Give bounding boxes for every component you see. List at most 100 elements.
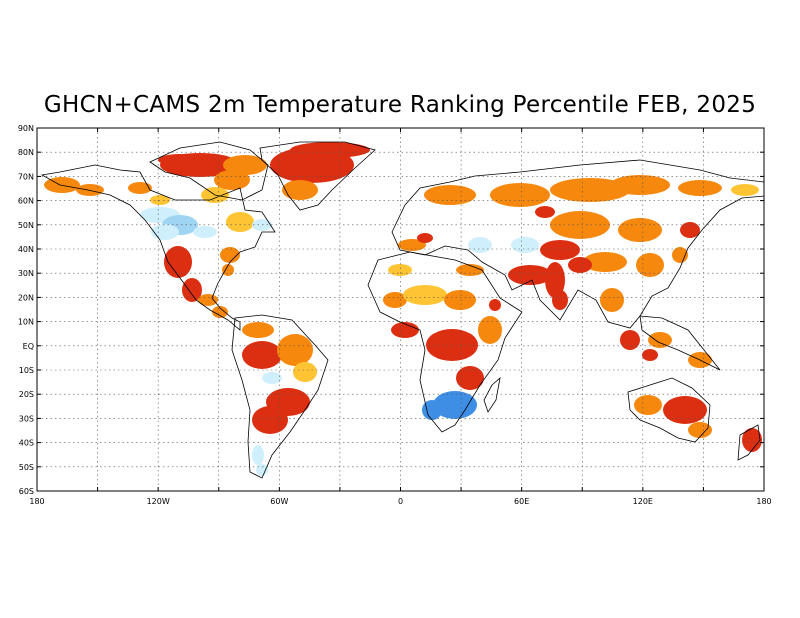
- anomaly-patch: [456, 366, 484, 390]
- anomaly-patch: [610, 175, 670, 195]
- lon-label: 180: [756, 497, 771, 506]
- anomaly-patch: [277, 334, 313, 366]
- lat-label: 20N: [18, 293, 34, 302]
- lon-label: 180: [29, 497, 44, 506]
- grid-lines: [37, 128, 764, 491]
- anomaly-patch: [256, 464, 268, 476]
- anomaly-patch: [583, 252, 627, 272]
- lat-label: 50S: [19, 463, 34, 472]
- anomaly-patch: [193, 226, 217, 238]
- anomaly-patch: [151, 224, 179, 240]
- longitude-labels: 180 120W 60W 0 60E 120E 180: [29, 497, 771, 506]
- anomaly-patch: [220, 247, 240, 263]
- new-zealand-coastline: [737, 424, 761, 461]
- anomaly-patch: [252, 445, 264, 465]
- anomaly-patch: [545, 262, 565, 298]
- anomaly-patch: [182, 278, 202, 302]
- anomaly-patch: [648, 332, 672, 348]
- anomaly-patch: [489, 299, 501, 311]
- anomaly-patch: [424, 185, 476, 205]
- anomaly-patch: [417, 233, 433, 243]
- anomaly-patch: [293, 362, 317, 382]
- lon-label: 60W: [270, 497, 288, 506]
- lat-label: EQ: [23, 342, 34, 351]
- lon-label: 60E: [514, 497, 529, 506]
- anomaly-patch: [552, 290, 568, 310]
- arctic-islands-coastline: [149, 141, 269, 201]
- anomaly-patch: [262, 372, 282, 384]
- australia-coastline: [627, 377, 711, 443]
- anomaly-patch: [568, 257, 592, 273]
- anomaly-patch: [634, 395, 662, 415]
- anomaly-patch: [678, 180, 722, 196]
- anomaly-patch: [433, 391, 477, 419]
- madagascar-coastline: [483, 376, 501, 413]
- map-title: GHCN+CAMS 2m Temperature Ranking Percent…: [43, 92, 757, 118]
- north-america-base: [42, 165, 275, 330]
- anomaly-patch: [511, 237, 539, 253]
- anomaly-patch: [490, 183, 550, 207]
- anomaly-patch: [214, 170, 250, 190]
- land-layer: [40, 141, 764, 479]
- anomaly-patch: [164, 246, 192, 278]
- anomaly-patch: [688, 422, 712, 438]
- anomaly-patch: [128, 182, 152, 194]
- anomaly-patch: [158, 154, 202, 166]
- lat-label: 30S: [19, 414, 34, 423]
- lat-label: 40N: [18, 245, 34, 254]
- anomaly-patch: [618, 218, 662, 242]
- anomaly-patch: [282, 180, 318, 200]
- south-america-coastline: [231, 314, 329, 479]
- anomaly-patch: [391, 322, 419, 338]
- anomaly-patch: [468, 237, 492, 253]
- anomaly-patch: [680, 222, 700, 238]
- anomaly-patch: [226, 212, 254, 232]
- lat-label: 60N: [18, 197, 34, 206]
- anomaly-patch: [223, 155, 267, 175]
- anomaly-patch: [540, 240, 580, 260]
- anomaly-patch: [252, 406, 288, 434]
- lat-label: 60S: [19, 487, 34, 496]
- lat-label: 50N: [18, 221, 34, 230]
- anomaly-patch: [535, 206, 555, 218]
- madagascar-base: [484, 378, 500, 412]
- africa-coastline: [367, 251, 523, 433]
- anomaly-patch: [212, 306, 228, 318]
- anomaly-patch: [508, 265, 552, 285]
- anomaly-patch: [388, 264, 412, 276]
- anomaly-patch: [198, 294, 218, 306]
- anomaly-patch: [663, 396, 707, 424]
- anomaly-patch: [550, 211, 610, 239]
- anomaly-patch: [478, 316, 502, 344]
- lon-label: 120E: [633, 497, 653, 506]
- anomaly-patch: [600, 288, 624, 312]
- anomaly-patch: [150, 195, 170, 205]
- anomaly-patch: [403, 285, 447, 305]
- lat-label: 10N: [18, 318, 34, 327]
- anomaly-patch: [426, 329, 478, 361]
- anomaly-patch: [290, 142, 370, 158]
- anomaly-patch: [642, 349, 658, 361]
- anomaly-patch: [742, 428, 762, 452]
- axis-ticks: [36, 127, 765, 492]
- lat-label: 10S: [19, 366, 34, 375]
- lat-label: 20S: [19, 390, 34, 399]
- lat-label: 70N: [18, 172, 34, 181]
- europe-asia-coastline: [391, 159, 764, 329]
- anomaly-patch: [383, 292, 407, 308]
- anomaly-patch: [242, 322, 274, 338]
- lon-label: 0: [398, 497, 403, 506]
- anomaly-patch: [76, 184, 104, 196]
- anomaly-patch: [456, 264, 484, 276]
- lat-label: 30N: [18, 269, 34, 278]
- anomaly-patch: [398, 239, 426, 251]
- latitude-labels: 90N 80N 70N 60N 50N 40N 30N 20N 10N EQ 10S 20S 30S 40…: [18, 124, 34, 496]
- lat-label: 80N: [18, 148, 34, 157]
- europe-asia-base: [392, 160, 764, 328]
- anomaly-patch: [242, 341, 282, 369]
- india-sea-asia-east-coastline: [639, 315, 721, 371]
- greenland-coastline: [259, 141, 376, 211]
- lat-label: 40S: [19, 439, 34, 448]
- anomaly-patch: [422, 400, 442, 420]
